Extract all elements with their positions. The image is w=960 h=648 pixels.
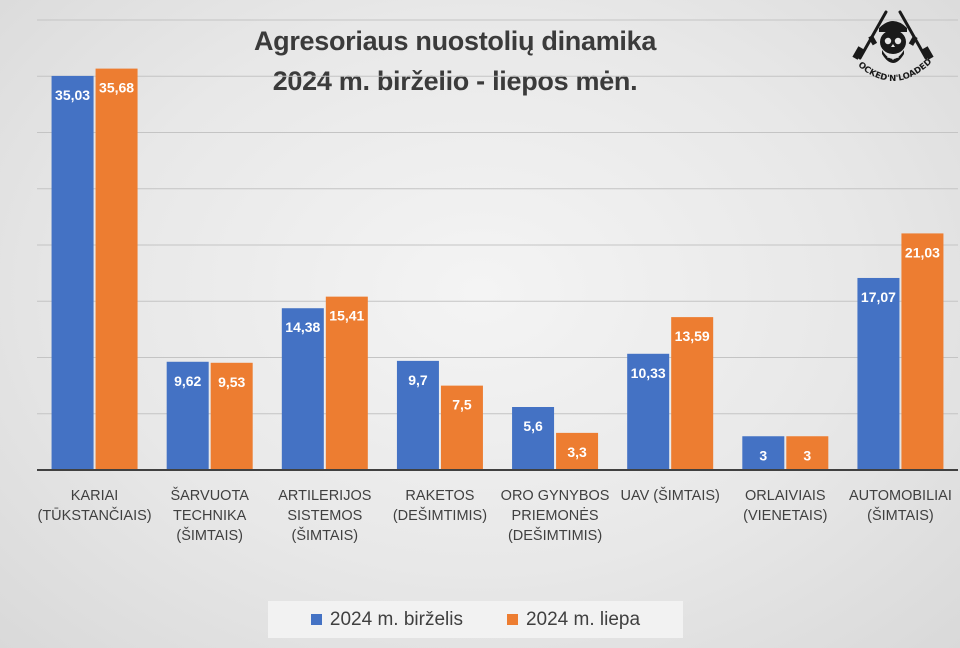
category-label: (ŠIMTAIS) [867, 507, 934, 524]
bar-liepa [556, 432, 599, 470]
data-label: 14,38 [285, 319, 320, 335]
data-label: 9,53 [218, 374, 245, 390]
category-label: ŠARVUOTA [170, 487, 249, 504]
data-label: 9,7 [408, 372, 428, 388]
category-label: (ŠIMTAIS) [176, 527, 243, 544]
category-label: AUTOMOBILIAI [849, 488, 952, 504]
chart-title-line-1: Agresoriaus nuostolių dinamika [253, 26, 657, 56]
category-label: UAV (ŠIMTAIS) [621, 487, 720, 504]
data-label: 17,07 [861, 289, 896, 305]
category-label: KARIAI [71, 488, 119, 504]
bar-liepa [95, 68, 138, 470]
category-label: ORO GYNYBOS [501, 488, 610, 504]
legend-label-birzelis: 2024 m. birželis [329, 608, 463, 630]
category-label: (ŠIMTAIS) [292, 527, 359, 544]
bar-birzelis [396, 360, 439, 470]
bar-liepa [210, 362, 253, 470]
data-label: 35,68 [99, 80, 134, 96]
chart-legend: 2024 m. birželis 2024 m. liepa [268, 601, 683, 638]
data-label: 35,03 [55, 87, 90, 103]
chart-title-line-2: 2024 m. birželio - liepos mėn. [272, 66, 638, 96]
category-label: (DEŠIMTIMIS) [393, 507, 487, 524]
category-label: (VIENETAIS) [743, 508, 827, 524]
legend-label-liepa: 2024 m. liepa [525, 608, 641, 630]
category-label: (DEŠIMTIMIS) [508, 527, 602, 544]
bar-birzelis [51, 75, 94, 470]
data-label: 5,6 [523, 418, 543, 434]
data-label: 3 [803, 447, 811, 463]
bar-liepa [671, 317, 714, 470]
bar-birzelis [512, 407, 555, 470]
legend-item-birzelis: 2024 m. birželis [310, 608, 463, 631]
legend-swatch-liepa [506, 614, 518, 625]
data-label: 21,03 [905, 244, 940, 260]
category-label: ORLAIVIAIS [745, 488, 826, 504]
data-label: 7,5 [452, 397, 472, 413]
data-label: 9,62 [174, 373, 201, 389]
category-label: SISTEMOS [287, 508, 362, 524]
bar-liepa [325, 296, 368, 470]
bar-liepa [901, 233, 944, 470]
data-label: 10,33 [631, 365, 666, 381]
data-label: 15,41 [329, 308, 364, 324]
data-label: 3 [759, 447, 767, 463]
bar-liepa [440, 385, 483, 470]
category-label: TECHNIKA [173, 508, 247, 524]
category-label: (TŪKSTANČIAIS) [38, 507, 152, 524]
category-label: RAKETOS [405, 488, 474, 504]
data-label: 13,59 [675, 328, 710, 344]
legend-item-liepa: 2024 m. liepa [506, 608, 641, 631]
bar-birzelis [857, 277, 900, 470]
data-label: 3,3 [567, 444, 587, 460]
bar-birzelis [166, 361, 209, 470]
bar-birzelis [742, 436, 785, 470]
category-label: ARTILERIJOS [278, 488, 371, 504]
skull-rifles-icon: LOCKED'N'LOADED [846, 6, 934, 84]
legend-swatch-birzelis [310, 614, 322, 625]
category-label: PRIEMONĖS [512, 506, 599, 524]
bar-liepa [786, 436, 829, 470]
bar-birzelis [281, 308, 324, 470]
bar-birzelis [627, 353, 670, 470]
bar-chart: 35,03 35,68 KARIAI (TŪKSTANČIAIS) 9,62 9,53 ŠA… [37, 19, 958, 544]
